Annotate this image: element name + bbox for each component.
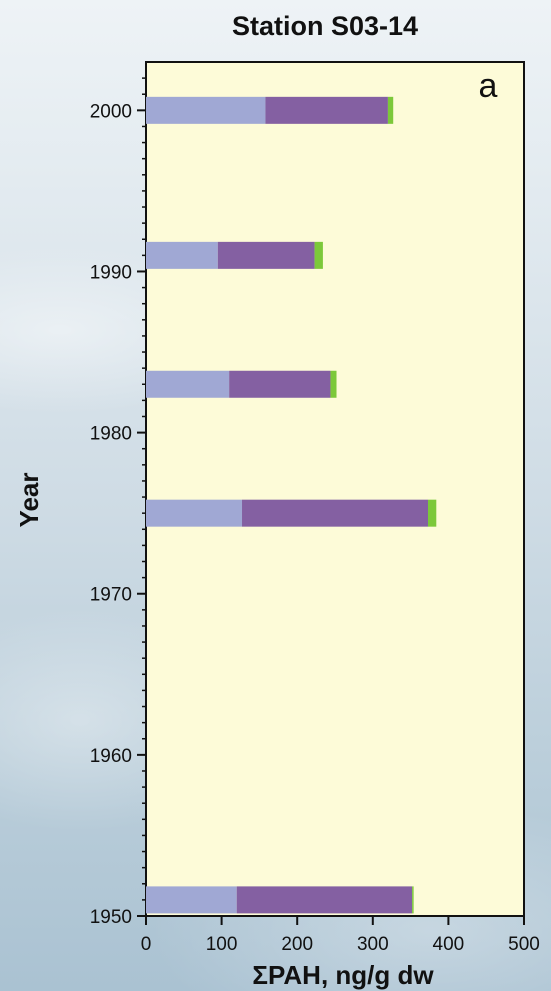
- bar-segment-1991-1: [146, 241, 218, 269]
- panel-label: a: [479, 67, 498, 105]
- bar-segment-2000-2: [265, 96, 388, 124]
- bar-segment-1991-3: [314, 241, 323, 269]
- x-tick-label: 200: [281, 934, 313, 955]
- bar-segment-1975-3: [427, 499, 437, 527]
- y-tick-label: 1980: [90, 424, 132, 445]
- bar-segment-1951-2: [236, 886, 413, 914]
- bar-segment-1983-1: [146, 370, 230, 398]
- y-tick-label: 1990: [90, 262, 132, 283]
- bar-segment-1991-2: [217, 241, 315, 269]
- bar-group: [146, 96, 437, 914]
- x-axis-title: ΣPAH, ng/g dw: [252, 960, 434, 990]
- bar-segment-1983-2: [229, 370, 331, 398]
- bar-segment-1975-1: [146, 499, 243, 527]
- x-tick-label: 400: [433, 934, 465, 955]
- x-tick-label: 300: [357, 934, 389, 955]
- y-tick-label: 1950: [90, 907, 132, 928]
- plot-area: [145, 61, 525, 917]
- y-tick-label: 2000: [90, 101, 132, 122]
- y-axis-title: Year: [14, 473, 44, 528]
- bar-segment-2000-1: [146, 96, 266, 124]
- bar-segment-1975-2: [242, 499, 428, 527]
- bar-segment-1951-1: [146, 886, 237, 914]
- y-axis: 1950 1960 1970 1980 1990 2000: [90, 77, 146, 928]
- x-axis: 0 100 200 300 400 500: [141, 916, 540, 955]
- x-tick-label: 100: [206, 934, 238, 955]
- bar-segment-1951-3: [412, 886, 414, 914]
- y-tick-label: 1970: [90, 585, 132, 606]
- chart-title: Station S03-14: [232, 11, 418, 41]
- y-tick-label: 1960: [90, 746, 132, 767]
- bar-segment-2000-3: [387, 96, 394, 124]
- x-tick-label: 500: [508, 934, 540, 955]
- bar-segment-1983-3: [330, 370, 337, 398]
- x-tick-label: 0: [141, 934, 152, 955]
